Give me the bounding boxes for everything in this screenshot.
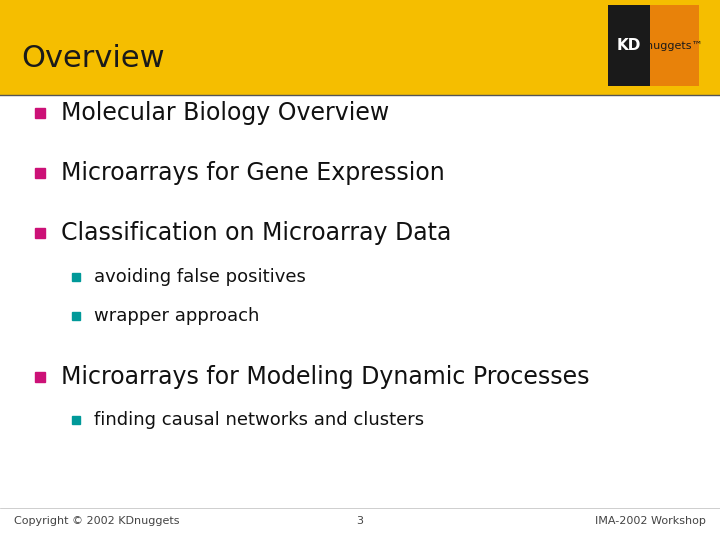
Text: Classification on Microarray Data: Classification on Microarray Data (61, 221, 451, 245)
Text: Molecular Biology Overview: Molecular Biology Overview (61, 102, 390, 125)
Text: finding causal networks and clusters: finding causal networks and clusters (94, 411, 424, 429)
Text: Copyright © 2002 KDnuggets: Copyright © 2002 KDnuggets (14, 516, 180, 526)
Text: wrapper approach: wrapper approach (94, 307, 259, 325)
Text: IMA-2002 Workshop: IMA-2002 Workshop (595, 516, 706, 526)
Text: KD: KD (617, 38, 642, 53)
Text: avoiding false positives: avoiding false positives (94, 268, 305, 286)
Text: Overview: Overview (22, 44, 165, 73)
Text: nuggets™: nuggets™ (647, 41, 703, 51)
FancyBboxPatch shape (0, 0, 720, 94)
Text: Microarrays for Gene Expression: Microarrays for Gene Expression (61, 161, 445, 185)
FancyBboxPatch shape (608, 5, 650, 86)
Text: 3: 3 (356, 516, 364, 526)
Text: Microarrays for Modeling Dynamic Processes: Microarrays for Modeling Dynamic Process… (61, 365, 590, 389)
FancyBboxPatch shape (650, 5, 699, 86)
